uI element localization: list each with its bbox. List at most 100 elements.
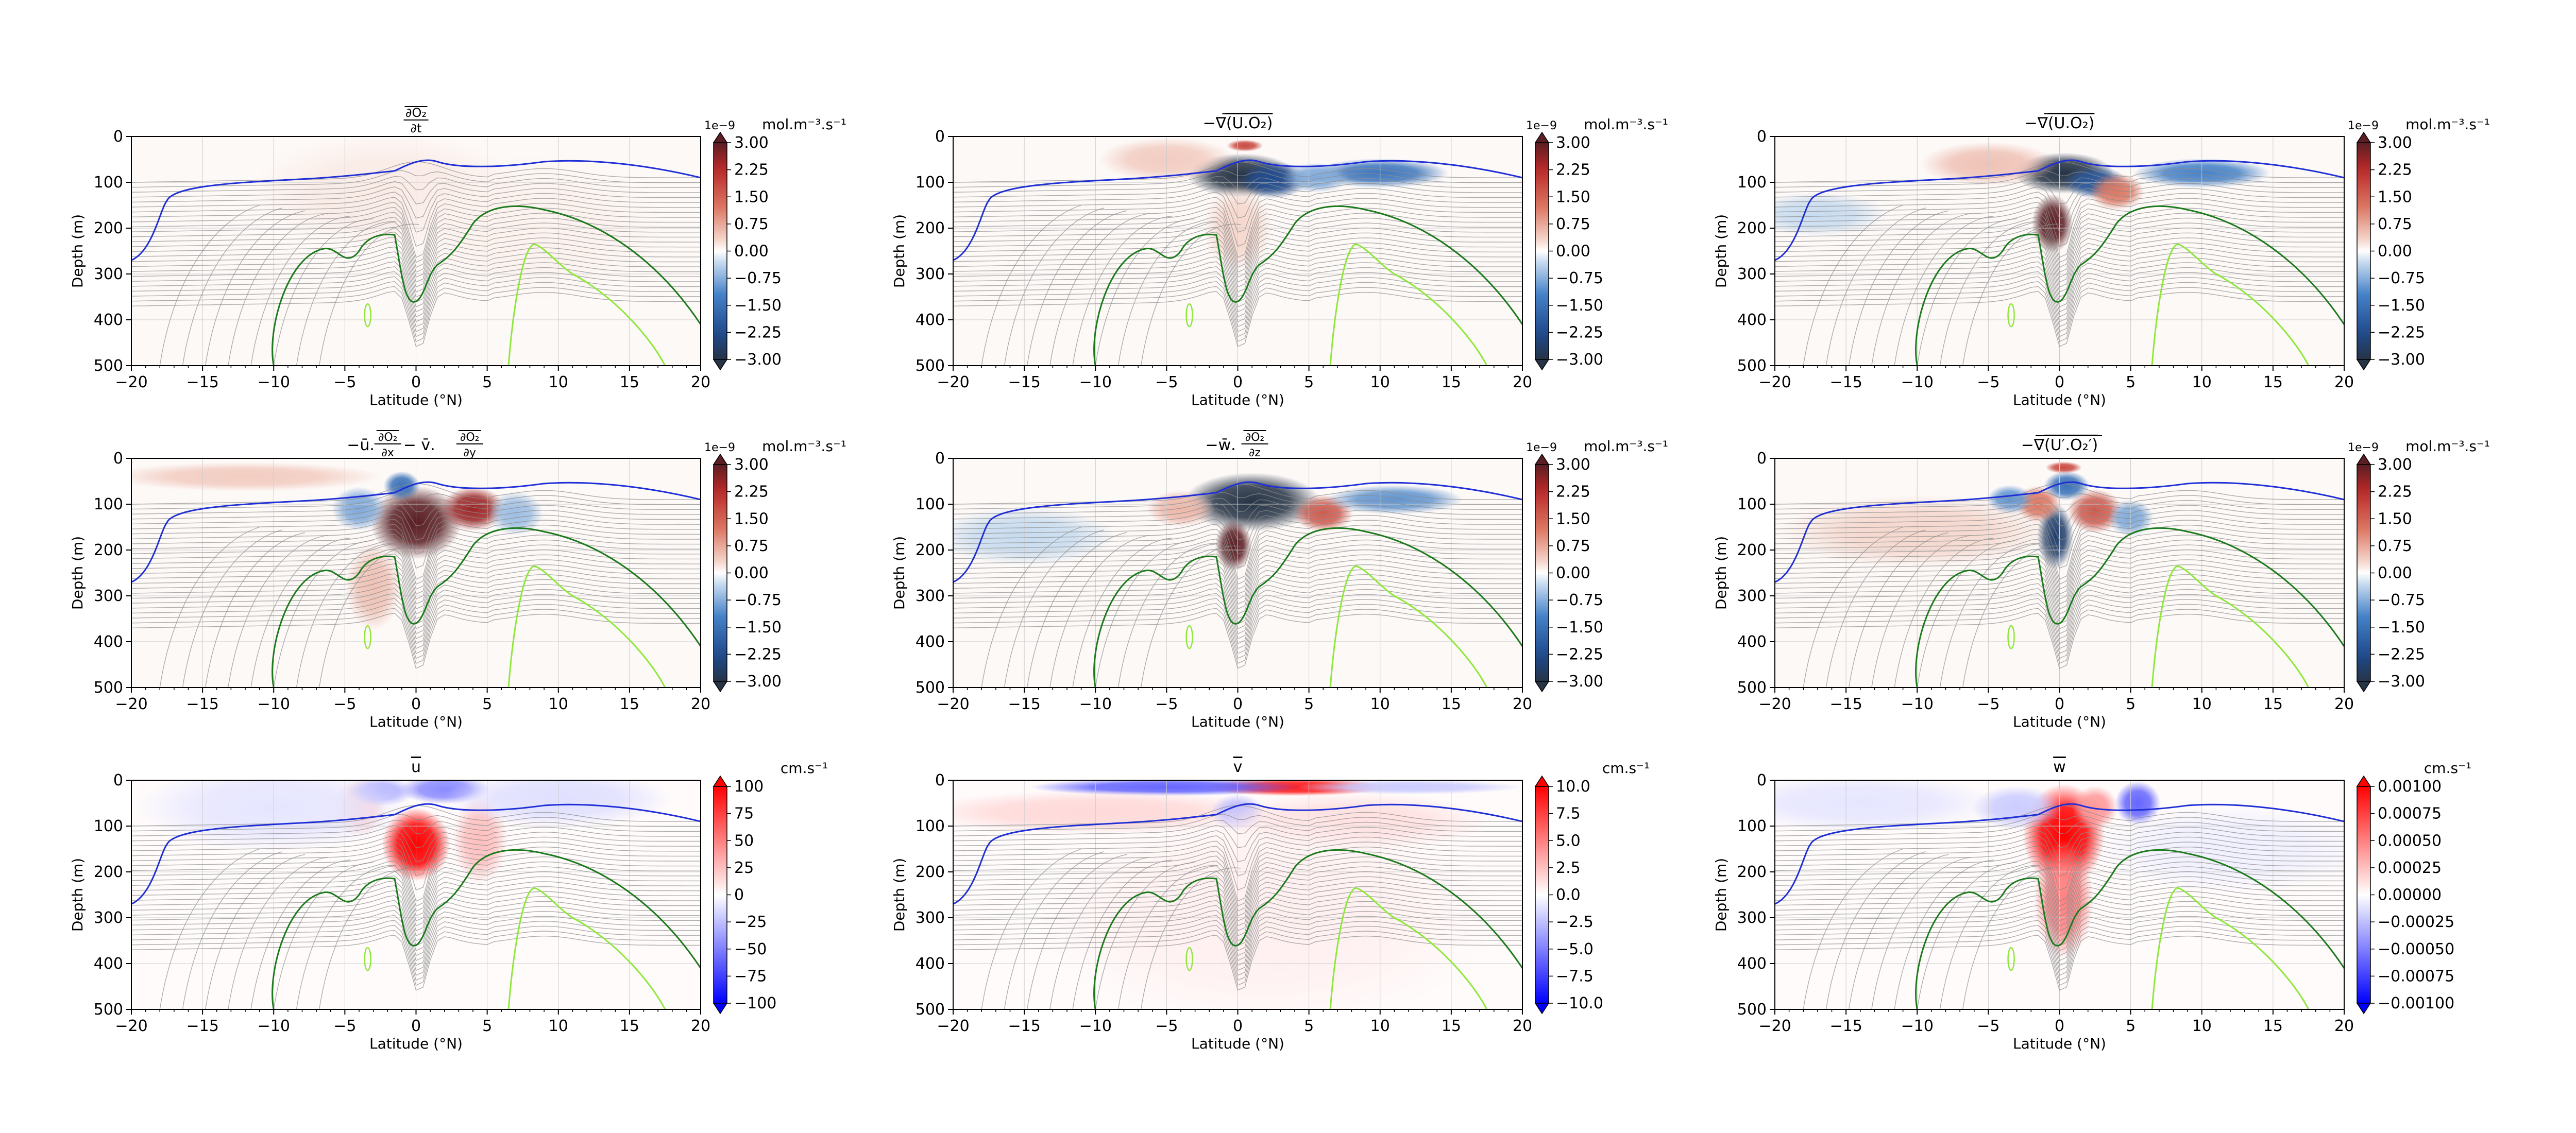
colorbar-tick-label: −7.5: [1556, 967, 1594, 985]
x-tick-label: −20: [1758, 373, 1791, 391]
grey-isoline: [273, 862, 374, 1009]
y-tick-label: 0: [113, 771, 123, 789]
grey-isoline: [953, 286, 1522, 342]
colorbar-unit: mol.m⁻³.s⁻¹: [1584, 116, 1668, 133]
colorbar-tick-label: −0.75: [1556, 269, 1603, 287]
x-tick-label: −20: [1758, 695, 1791, 713]
panel-title: −∇(U.O₂)−∇(U.O₂): [1203, 113, 1273, 132]
y-tick-label: 400: [94, 955, 123, 973]
plot-area: [131, 136, 701, 366]
x-tick-label: 15: [2263, 373, 2283, 391]
colorbar-tick-label: 0.00: [2378, 564, 2412, 582]
lightgreen-isoline: [1329, 887, 1488, 1009]
grey-isoline: [1026, 532, 1127, 688]
grey-isoline: [1775, 538, 2344, 595]
y-tick-label: 200: [1737, 541, 1767, 559]
grey-isoline: [953, 588, 1522, 644]
x-tick-label: −20: [115, 695, 147, 713]
colorbar-unit: cm.s⁻¹: [2424, 760, 2471, 777]
panel-title: −w̄.∂O₂/∂z−w̄. ∂O₂∂z: [1206, 430, 1268, 459]
grey-isoline: [1775, 910, 2344, 966]
colorbar-exponent: 1e−9: [2348, 119, 2379, 132]
colorbar-tick-label: 2.5: [1556, 859, 1581, 877]
grey-isoline: [1894, 216, 1994, 366]
grey-isoline: [1775, 814, 2344, 832]
grey-isoline: [1803, 204, 1903, 366]
x-axis-label: Latitude (°N): [1191, 713, 1284, 730]
colorbar-unit: mol.m⁻³.s⁻¹: [2405, 116, 2490, 133]
axes: −20 −15 −10 −5 0 5 10 15 200100200300400500Latit…: [1713, 128, 2354, 408]
y-tick-label: 500: [1737, 357, 1767, 375]
grey-isoline: [1775, 503, 2344, 526]
title-text: w: [2053, 758, 2066, 776]
anomaly-blob: [1146, 490, 1215, 527]
grey-isoline: [953, 492, 1522, 510]
colorbar-tick-label: 3.00: [734, 456, 769, 474]
x-tick-label: 20: [691, 373, 710, 391]
grey-isoline: [1004, 208, 1104, 366]
grey-isoline: [1917, 540, 2017, 688]
title-text: −∇(U.O₂): [1203, 114, 1273, 132]
axes: −20 −15 −10 −5 0 5 10 15 200100200300400500Latit…: [891, 771, 1532, 1052]
grey-isoline: [131, 538, 701, 595]
colorbar-tick-label: −2.25: [734, 323, 782, 341]
grey-isoline: [1775, 870, 2344, 926]
colorbar-tick-label: −1.50: [734, 297, 782, 315]
colorbar-tick-label: 0.00: [2378, 243, 2412, 261]
green-isoline: [272, 527, 701, 688]
y-tick-label: 300: [94, 587, 123, 605]
grey-isoline: [953, 924, 1522, 981]
grey-isoline: [1917, 862, 2017, 1009]
grey-isoline: [1775, 271, 2344, 328]
grey-isoline: [953, 524, 1522, 580]
grey-isoline: [1775, 865, 2344, 922]
x-tick-label: 20: [691, 1017, 710, 1035]
x-tick-label: 10: [1370, 1017, 1390, 1035]
colorbar-tick-label: −3.00: [2378, 673, 2425, 691]
grey-isoline: [1848, 532, 1949, 688]
lightgreen-isoline: [2151, 243, 2310, 366]
grey-isoline: [953, 197, 1522, 247]
colorbar-tick-label: 2.25: [2378, 483, 2412, 501]
colorbar-tick-label: 3.00: [734, 134, 769, 152]
colorbar-tick-label: 0.75: [2378, 537, 2412, 555]
grey-isoline: [1775, 227, 2344, 283]
lightgreen-loop: [1185, 947, 1193, 971]
x-tick-label: −10: [1901, 373, 1934, 391]
blue-isoline: [953, 159, 1522, 261]
grey-isoline: [1026, 854, 1127, 1009]
title-text: − v̄.: [403, 436, 435, 454]
grey-isoline: [953, 231, 1522, 288]
grey-isoline: [205, 854, 306, 1009]
colorbar-tick-label: 5.0: [1556, 832, 1581, 850]
colorbar-tick-label: 0.00000: [2378, 886, 2442, 904]
grey-isolines: [953, 161, 1522, 366]
x-tick-label: 20: [1513, 1017, 1532, 1035]
colorbar-bar: [1535, 142, 1549, 360]
grey-isoline: [1004, 529, 1104, 688]
grey-isoline: [205, 210, 306, 366]
grey-isoline: [1775, 573, 2344, 629]
grey-isoline: [131, 216, 701, 273]
colorbar-tick-label: −1.50: [2378, 619, 2425, 637]
grey-isoline: [296, 221, 396, 366]
colorbar-bar: [2357, 142, 2371, 360]
title-numerator: ∂O₂: [1245, 431, 1265, 444]
y-axis-label: Depth (m): [1713, 536, 1730, 610]
grey-isoline: [953, 170, 1522, 188]
y-tick-label: 100: [1737, 495, 1767, 513]
y-tick-label: 200: [916, 219, 945, 237]
colorbar-tick-label: 0.00: [1556, 243, 1590, 261]
grey-isoline: [131, 519, 701, 569]
colorbar-tick-label: −0.75: [1556, 591, 1603, 609]
grey-isoline: [1049, 535, 1150, 688]
grey-isoline: [131, 534, 701, 590]
anomaly-blob: [1226, 140, 1263, 152]
lightgreen-loop: [364, 625, 371, 649]
grid: [953, 136, 1522, 366]
grey-isoline: [953, 181, 1522, 204]
y-tick-label: 300: [94, 265, 123, 283]
y-tick-label: 500: [916, 1001, 945, 1019]
x-tick-label: −5: [333, 1017, 356, 1035]
x-tick-label: −15: [186, 373, 218, 391]
